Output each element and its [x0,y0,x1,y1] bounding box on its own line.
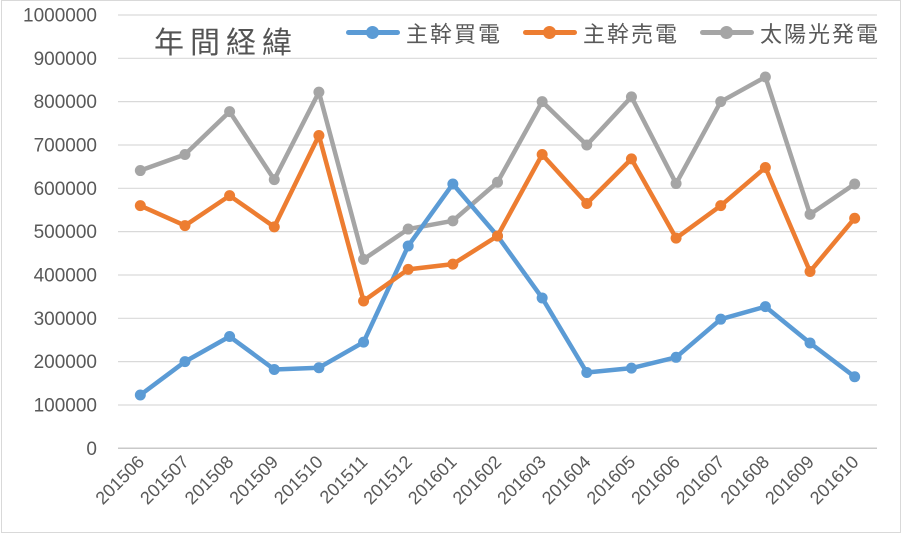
data-point-marker[interactable] [715,96,727,108]
data-point-marker[interactable] [804,266,816,278]
legend-item-0[interactable]: 主幹買電 [346,17,502,49]
data-point-marker[interactable] [492,176,503,188]
x-tick-label: 201610 [806,452,863,509]
x-tick-label: 201506 [92,452,149,509]
data-point-marker[interactable] [224,106,236,118]
x-tick-label: 201508 [181,452,238,509]
data-point-marker[interactable] [358,336,370,348]
x-tick-label: 201605 [583,452,640,509]
data-point-marker[interactable] [134,200,146,212]
y-tick-label: 500000 [34,222,97,243]
data-point-marker[interactable] [402,240,414,252]
data-point-marker[interactable] [447,215,459,227]
data-point-marker[interactable] [670,232,682,244]
data-point-marker[interactable] [358,253,370,265]
x-tick-label: 201507 [136,452,193,509]
x-tick-label: 201608 [717,452,774,509]
data-point-marker[interactable] [134,389,146,401]
legend-line-marker-icon [346,26,400,39]
data-point-marker[interactable] [759,301,771,313]
data-point-marker[interactable] [224,331,236,343]
y-tick-label: 0 [86,439,97,460]
series-line-0 [138,181,857,398]
data-point-marker[interactable] [536,149,548,161]
data-point-marker[interactable] [759,71,771,83]
data-point-marker[interactable] [670,351,682,363]
chart-title: 年間経緯 [154,27,298,60]
data-point-marker[interactable] [715,313,727,325]
x-tick-label: 201607 [672,452,729,509]
legend-item-1[interactable]: 主幹売電 [523,17,679,49]
data-point-marker[interactable] [179,356,191,368]
x-tick-label: 201512 [359,452,416,509]
data-point-marker[interactable] [849,212,861,224]
data-point-marker[interactable] [625,91,637,103]
y-tick-label: 700000 [34,135,97,156]
data-point-marker[interactable] [179,149,191,161]
data-point-marker[interactable] [224,190,236,202]
data-point-marker[interactable] [759,162,771,174]
data-point-marker[interactable] [536,292,548,304]
x-tick-label: 201602 [449,452,506,509]
data-point-marker[interactable] [313,129,325,141]
x-tick-label: 201604 [538,452,595,509]
data-point-marker[interactable] [268,174,280,186]
x-tick-label: 201606 [627,452,684,509]
x-tick-label: 201603 [493,452,550,509]
y-tick-label: 800000 [34,92,97,113]
legend-item-label: 太陽光発電 [760,21,881,47]
data-point-marker[interactable] [313,86,325,98]
legend-item-2[interactable]: 太陽光発電 [700,17,880,49]
legend-item-label: 主幹買電 [406,21,503,47]
x-tick-label: 201609 [761,452,818,509]
data-point-marker[interactable] [268,363,280,375]
data-point-marker[interactable] [804,208,816,220]
y-tick-label: 400000 [34,265,97,286]
y-tick-label: 300000 [34,309,97,330]
x-tick-label: 201510 [270,452,327,509]
data-point-marker[interactable] [625,362,637,374]
data-point-marker[interactable] [134,165,146,177]
data-point-marker[interactable] [402,263,414,275]
data-point-marker[interactable] [581,139,593,151]
data-point-marker[interactable] [715,200,727,212]
legend: 主幹買電 主幹売電 太陽光発電 [346,17,880,49]
y-tick-label: 1000000 [23,6,97,27]
y-tick-label: 900000 [34,49,97,70]
y-tick-label: 200000 [34,352,97,373]
y-tick-label: 600000 [34,179,97,200]
data-point-marker[interactable] [849,371,861,383]
data-point-marker[interactable] [670,178,682,190]
data-point-marker[interactable] [536,96,548,108]
data-point-marker[interactable] [625,153,637,165]
data-point-marker[interactable] [849,178,861,190]
legend-line-marker-icon [700,26,755,39]
legend-item-label: 主幹売電 [583,21,680,47]
x-tick-label: 201601 [404,452,461,509]
data-point-marker[interactable] [804,337,816,349]
data-point-marker[interactable] [402,223,414,235]
data-point-marker[interactable] [268,221,280,233]
series-line-1 [138,133,857,304]
data-point-marker[interactable] [447,178,459,190]
data-point-marker[interactable] [447,258,459,270]
legend-line-marker-icon [523,26,578,39]
data-point-marker[interactable] [313,362,325,374]
data-point-marker[interactable] [492,230,503,242]
x-tick-label: 201509 [225,452,282,509]
data-point-marker[interactable] [581,366,593,378]
y-tick-label: 100000 [34,395,97,416]
data-point-marker[interactable] [179,220,191,232]
data-point-marker[interactable] [358,295,370,307]
data-point-marker[interactable] [581,197,593,209]
